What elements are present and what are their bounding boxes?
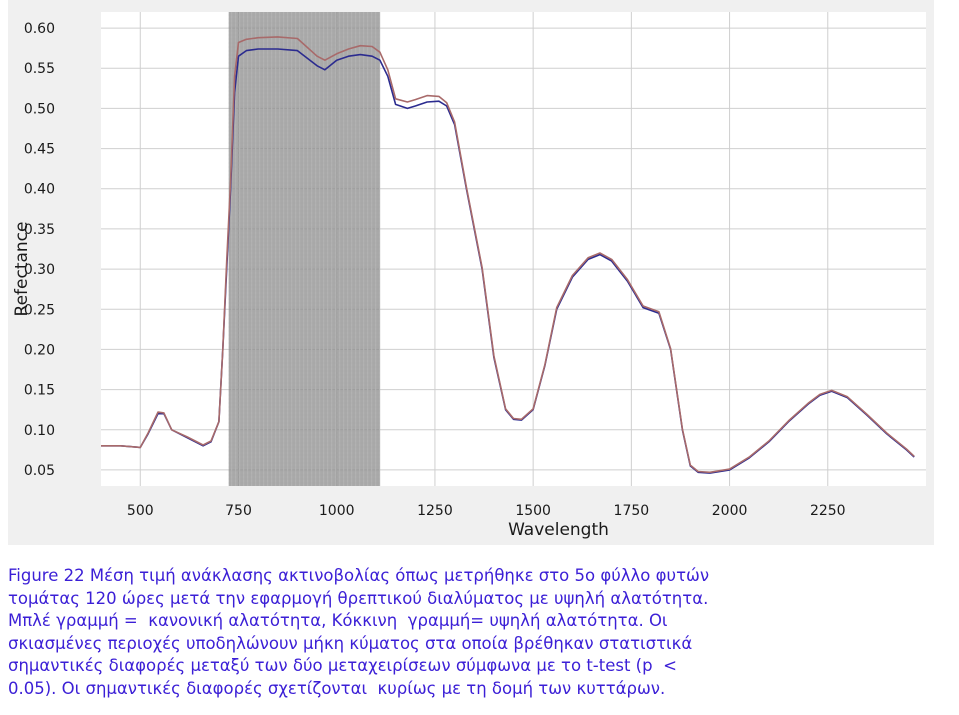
x-tick-label: 2250 <box>810 503 846 519</box>
y-tick-label: 0.20 <box>24 342 55 358</box>
x-axis-label: Wavelength <box>508 520 609 540</box>
series-line-red <box>101 36 915 474</box>
caption-line-4: σκιασμένες περιοχές υποδηλώνουν μήκη κύμ… <box>8 633 693 653</box>
y-tick-label: 0.50 <box>24 101 55 117</box>
caption-line-5: σημαντικές διαφορές μεταξύ των δύο μεταχ… <box>8 656 677 676</box>
x-tick-label: 1000 <box>319 503 355 519</box>
x-tick-label: 2000 <box>712 503 748 519</box>
x-tick-label: 500 <box>127 503 154 519</box>
figure-caption: Figure 22 Μέση τιμή ανάκλασης ακτινοβολί… <box>8 565 938 701</box>
y-tick-label: 0.40 <box>24 182 55 198</box>
x-tick-labels: 500 750 1000 1250 1500 1750 2000 2250 <box>127 503 846 519</box>
x-tick-label: 1750 <box>614 503 650 519</box>
y-axis-label: Refectance <box>12 222 32 317</box>
y-tick-label: 0.45 <box>24 142 55 158</box>
significance-shaded-region <box>228 12 381 486</box>
y-tick-label: 0.30 <box>24 262 55 278</box>
reflectance-chart: 0.05 0.10 0.15 0.20 0.25 0.30 0.35 0.40 0.45 0.50… <box>8 0 934 545</box>
caption-line-6: 0.05). Οι σημαντικές διαφορές σχετίζοντα… <box>8 678 666 698</box>
caption-line-1: Figure 22 Μέση τιμή ανάκλασης ακτινοβολί… <box>8 566 710 585</box>
chart-figure: 0.05 0.10 0.15 0.20 0.25 0.30 0.35 0.40 0.45 0.50… <box>8 0 934 545</box>
x-tick-label: 750 <box>225 503 252 519</box>
x-tick-label: 1500 <box>515 503 551 519</box>
y-tick-labels: 0.05 0.10 0.15 0.20 0.25 0.30 0.35 0.40 0.45 0.50… <box>24 21 55 479</box>
y-tick-label: 0.15 <box>24 383 55 399</box>
y-tick-label: 0.55 <box>24 61 55 77</box>
y-tick-label: 0.05 <box>24 463 55 479</box>
caption-line-2: τομάτας 120 ώρες μετά την εφαρμογή θρεπτ… <box>8 588 709 608</box>
caption-line-3: Μπλέ γραμμή = κανονική αλατότητα, Κόκκιν… <box>8 611 668 631</box>
series-group <box>101 36 915 474</box>
x-tick-label: 1250 <box>417 503 453 519</box>
y-tick-label: 0.10 <box>24 423 55 439</box>
y-tick-label: 0.60 <box>24 21 55 37</box>
y-tick-label: 0.25 <box>24 302 55 318</box>
y-tick-label: 0.35 <box>24 222 55 238</box>
plot-area <box>101 12 926 486</box>
